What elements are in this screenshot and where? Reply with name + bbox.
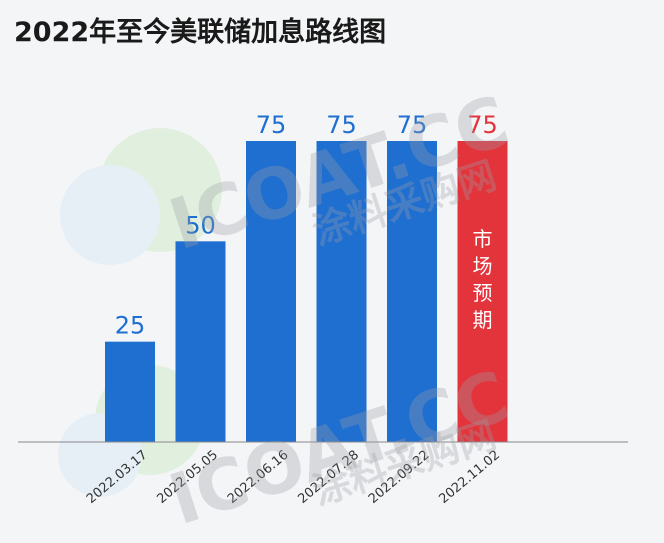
bar-2022.05.05 bbox=[175, 241, 226, 442]
highlight-annotation-char: 市 bbox=[473, 227, 493, 251]
bar-2022.07.28 bbox=[316, 141, 367, 442]
data-label: 75 bbox=[467, 111, 498, 139]
highlight-annotation-char: 预 bbox=[473, 281, 493, 305]
bar-2022.11.02 bbox=[457, 141, 508, 442]
data-label: 75 bbox=[326, 111, 357, 139]
highlight-annotation-char: 期 bbox=[473, 308, 493, 332]
chart-title: 2022年至今美联储加息路线图 bbox=[14, 17, 387, 48]
data-label: 50 bbox=[185, 211, 216, 239]
data-label: 75 bbox=[397, 111, 428, 139]
data-label: 75 bbox=[256, 111, 287, 139]
bar-2022.03.17 bbox=[105, 341, 155, 442]
highlight-annotation-char: 场 bbox=[473, 254, 493, 278]
data-label: 25 bbox=[115, 312, 146, 340]
bar-2022.06.16 bbox=[246, 141, 296, 442]
bar-2022.09.22 bbox=[387, 141, 437, 442]
